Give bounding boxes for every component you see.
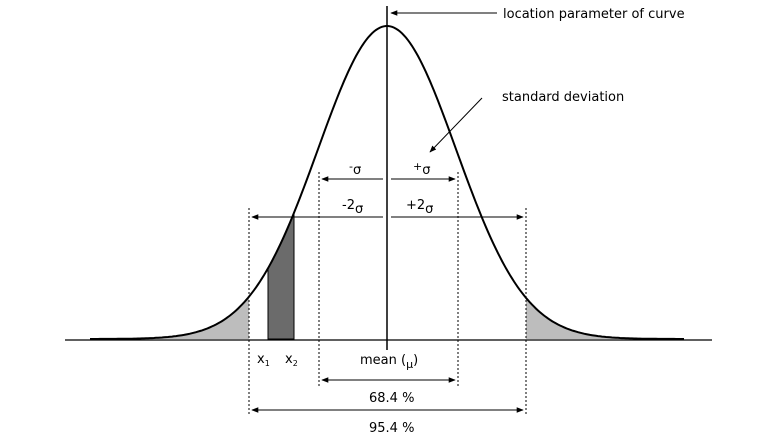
plus-sigma-label: +σ [413, 160, 430, 178]
two-sigma-percentage: 95.4 % [369, 421, 414, 436]
mean-label: mean (μ) [360, 353, 418, 371]
x1-x2-interval-shade [267, 212, 295, 340]
std-dev-pointer-arrow [429, 97, 483, 153]
minus-2sigma-label: -2σ [342, 198, 363, 217]
location-parameter-label: location parameter of curve [503, 7, 685, 22]
plus-2sigma-label: +2σ [406, 198, 433, 217]
one-sigma-percentage: 68.4 % [369, 391, 414, 406]
minus-sigma-label: -σ [349, 160, 361, 178]
x1-label: x1 [257, 352, 270, 368]
std-dev-label: standard deviation [502, 90, 624, 105]
x2-label: x2 [285, 352, 298, 368]
